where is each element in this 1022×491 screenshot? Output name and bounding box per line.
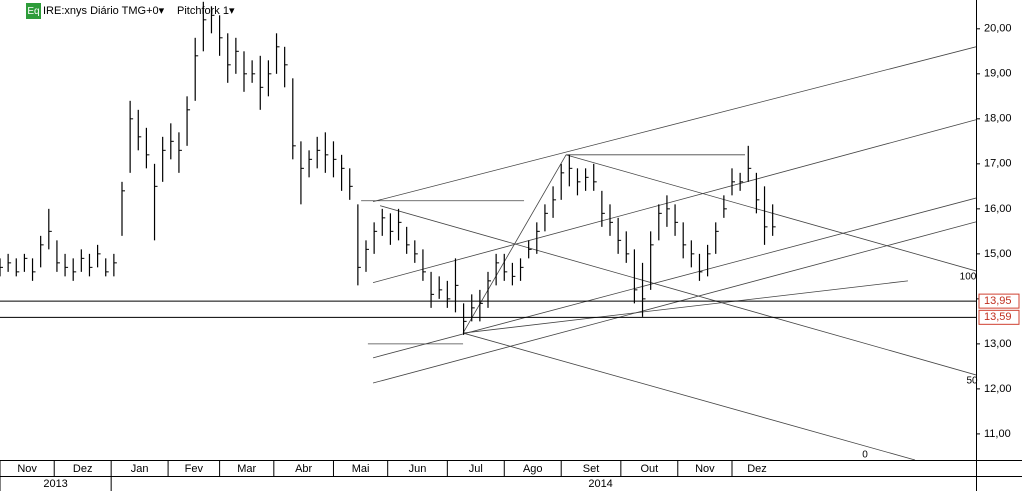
x-tick-label: Mai xyxy=(352,463,370,475)
study[interactable]: Pitchfork 1▾ xyxy=(177,5,235,17)
level-label: 13,59 xyxy=(984,311,1012,323)
y-tick-label: 18,00 xyxy=(984,113,1012,125)
y-tick-label: 12,00 xyxy=(984,383,1012,395)
level-box xyxy=(978,309,1020,325)
badge-box xyxy=(26,3,41,19)
trend-line xyxy=(372,221,976,384)
pitchfork-level: 100 xyxy=(960,272,977,283)
x-tick-label: Jun xyxy=(409,463,427,475)
x-tick-label: Out xyxy=(640,463,658,475)
trend-line xyxy=(462,332,916,460)
level-label: 13,95 xyxy=(984,295,1012,307)
trend-line xyxy=(372,46,976,203)
plot-area xyxy=(0,1,976,460)
x-tick-label: Set xyxy=(583,463,600,475)
y-tick-label: 15,00 xyxy=(984,248,1012,260)
x-tick-label: Abr xyxy=(295,463,312,475)
x-tick-label: Nov xyxy=(17,463,37,475)
x-tick-label: Dez xyxy=(747,463,767,475)
trend-line xyxy=(372,197,976,359)
year-label: 2013 xyxy=(43,478,67,490)
y-tick-label: 11,00 xyxy=(984,428,1011,440)
x-tick-label: Ago xyxy=(523,463,543,475)
level-box xyxy=(978,293,1020,309)
y-tick-label: 13,00 xyxy=(984,338,1012,350)
badge: Eq xyxy=(27,6,39,17)
x-tick-label: Jan xyxy=(131,463,149,475)
y-tick-label: 20,00 xyxy=(984,23,1012,35)
trend-line xyxy=(372,119,976,284)
pitchfork-level: 0 xyxy=(862,450,868,461)
trend-line xyxy=(463,280,908,334)
x-tick-label: Nov xyxy=(695,463,715,475)
x-tick-label: Fev xyxy=(185,463,204,475)
x-tick-label: Dez xyxy=(73,463,93,475)
trend-line xyxy=(565,154,976,272)
y-tick-label: 17,00 xyxy=(984,158,1012,170)
x-tick-label: Mar xyxy=(237,463,256,475)
symbol[interactable]: IRE:xnys Diário TMG+0▾ xyxy=(43,5,165,17)
year-label: 2014 xyxy=(588,478,612,490)
x-tick-label: Jul xyxy=(469,463,483,475)
y-tick-label: 16,00 xyxy=(984,203,1012,215)
y-tick-label: 19,00 xyxy=(984,68,1012,80)
pitchfork-level: 50 xyxy=(966,376,978,387)
trend-line xyxy=(379,205,976,376)
